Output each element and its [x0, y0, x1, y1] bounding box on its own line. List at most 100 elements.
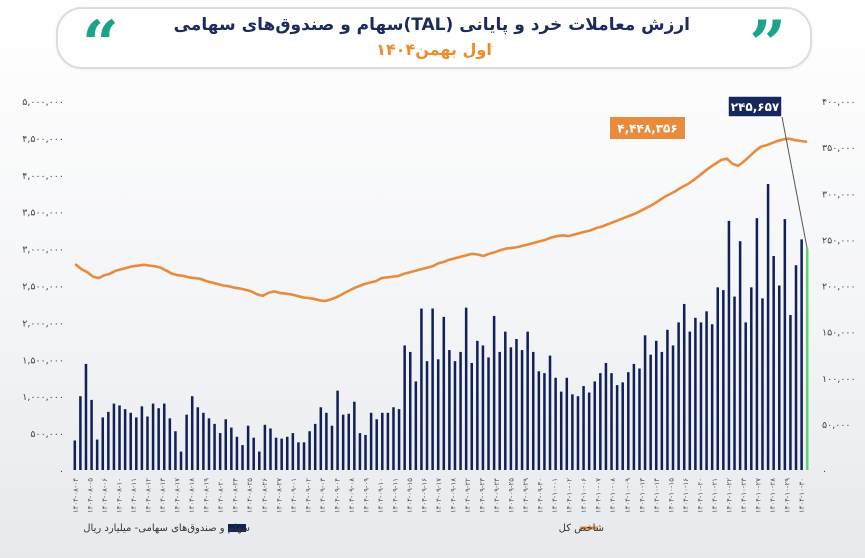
x-tick-label: ۱۴۰۴-۰۹-۲۹: [522, 478, 530, 513]
x-tick-label: ۱۴۰۴-۰۹-۲۵: [508, 478, 516, 513]
bar: [783, 219, 787, 470]
right-axis-tick-label: ۳۰۰,۰۰۰: [822, 189, 856, 200]
bar: [660, 351, 664, 470]
bar: [789, 315, 792, 470]
chart-title: ارزش معاملات خرد و پایانی (TAL)سهام و صن…: [173, 15, 690, 35]
right-axis-tick-label: ۱۰۰,۰۰۰: [822, 374, 856, 385]
legend: سهام و صندوق‌های سهامی- میلیارد ریال شاخص…: [83, 523, 604, 534]
bar: [587, 392, 591, 470]
right-axis-tick-label: ۱۵۰,۰۰۰: [822, 328, 856, 339]
index-value-callout: ۴,۴۴۸,۳۵۶: [617, 122, 677, 136]
bar: [431, 308, 434, 470]
bar: [487, 357, 490, 470]
bar: [800, 239, 803, 471]
x-tick-label: ۱۴۰۴-۱۰-۲۰: [696, 478, 704, 513]
bar: [185, 414, 188, 470]
bar: [565, 377, 569, 470]
bar: [772, 255, 775, 470]
bar: [733, 296, 736, 470]
x-tick-label: ۱۴۰۴-۰۹-۱۶: [421, 478, 429, 513]
bar: [492, 315, 496, 470]
legend-label-bars: سهام و صندوق‌های سهامی- میلیارد ریال: [83, 523, 250, 534]
callouts: ۲۴۵,۶۵۷ ۴,۴۴۸,۳۵۶: [610, 95, 808, 249]
bar-value-callout: ۲۴۵,۶۵۷: [731, 100, 780, 114]
bar: [140, 406, 144, 470]
bar: [353, 401, 356, 470]
bar: [202, 412, 205, 470]
bar: [744, 322, 747, 470]
x-tick-label: ۱۴۰۴-۰۹-۲۴: [493, 478, 501, 513]
bar: [755, 218, 759, 470]
bar: [420, 308, 423, 470]
bar: [364, 434, 367, 470]
bar-series: [73, 184, 809, 471]
x-tick-label: ۱۴۰۴-۰۸-۱۳: [159, 478, 167, 513]
x-tick-label: ۱۴۰۴-۰۹-۰۳: [319, 478, 327, 513]
x-tick-label: ۱۴۰۴-۱۰-۳۰: [798, 478, 806, 513]
bar: [302, 442, 306, 470]
right-axis-tick-label: ۵۰,۰۰۰: [822, 420, 851, 431]
bar: [543, 373, 546, 470]
x-tick-label: ۱۴۰۴-۰۹-۲۲: [464, 478, 472, 513]
bar: [95, 439, 99, 470]
bar: [174, 431, 177, 470]
x-tick-label: ۱۴۰۴-۰۸-۰۴: [72, 478, 80, 513]
bar: [498, 351, 501, 470]
bar: [168, 418, 172, 470]
bar: [79, 396, 82, 470]
bar: [135, 417, 138, 470]
bar: [509, 347, 513, 470]
bar: [196, 407, 200, 470]
bar: [73, 440, 77, 470]
bar: [459, 351, 462, 470]
x-tick-label: ۱۴۰۴-۱۰-۲۲: [725, 478, 733, 513]
x-tick-label: ۱۴۰۴-۰۸-۲۶: [261, 478, 269, 513]
x-tick-label: ۱۴۰۴-۰۸-۱۰: [116, 478, 124, 513]
bar: [688, 331, 692, 471]
bar: [559, 391, 563, 470]
bar: [750, 287, 753, 470]
x-tick-label: ۱۴۰۴-۰۸-۰۶: [101, 478, 109, 513]
right-axis-tick-label: ۲۵۰,۰۰۰: [822, 235, 856, 246]
left-axis: ۰ ۵۰۰,۰۰۰ ۱,۰۰۰,۰۰۰ ۱,۵۰۰,۰۰۰ ۲,۰۰۰,۰۰۰ ۲,۵۰۰…: [22, 97, 64, 477]
x-tick-label: ۱۴۰۴-۱۰-۲۱: [711, 478, 719, 513]
x-tick-label: ۱۴۰۴-۱۰-۰۲: [566, 478, 574, 513]
bar: [610, 373, 613, 470]
bar: [386, 412, 390, 470]
index-line: [74, 137, 808, 303]
x-tick-label: ۱۴۰۴-۱۰-۰۹: [624, 478, 632, 513]
bar: [615, 385, 619, 470]
x-tick-label: ۱۴۰۴-۱۰-۰۱: [551, 478, 559, 513]
left-axis-tick-label: ۱,۵۰۰,۰۰۰: [22, 355, 64, 366]
bar: [448, 350, 451, 470]
bar: [336, 390, 339, 470]
bar: [761, 298, 764, 470]
bar: [777, 285, 781, 470]
bar-latest: [805, 248, 809, 470]
bar: [269, 428, 272, 470]
bar: [274, 437, 278, 470]
bar: [476, 340, 479, 470]
left-axis-tick-label: ۰: [59, 466, 64, 477]
bar: [671, 345, 675, 470]
x-tick-label: ۱۴۰۴-۰۹-۰۴: [333, 478, 341, 513]
bar: [319, 407, 323, 470]
x-tick-label: ۱۴۰۴-۱۰-۱۴: [653, 478, 661, 513]
bar: [727, 220, 731, 470]
left-axis-tick-label: ۴,۵۰۰,۰۰۰: [22, 134, 64, 145]
quote-close-icon: ”: [749, 7, 786, 82]
bar: [621, 382, 624, 470]
bar: [794, 265, 798, 470]
x-tick-label: ۱۴۰۴-۱۰-۲۹: [784, 478, 792, 513]
bar: [582, 386, 585, 470]
bar: [537, 371, 541, 470]
bar: [358, 433, 362, 470]
bar: [464, 307, 468, 470]
bar: [151, 403, 155, 470]
bar: [504, 331, 507, 471]
bar: [694, 317, 697, 470]
bar: [710, 324, 714, 470]
bar: [84, 363, 88, 470]
x-tick-label: ۱۴۰۴-۰۹-۲۳: [479, 478, 487, 513]
bar: [297, 442, 300, 470]
